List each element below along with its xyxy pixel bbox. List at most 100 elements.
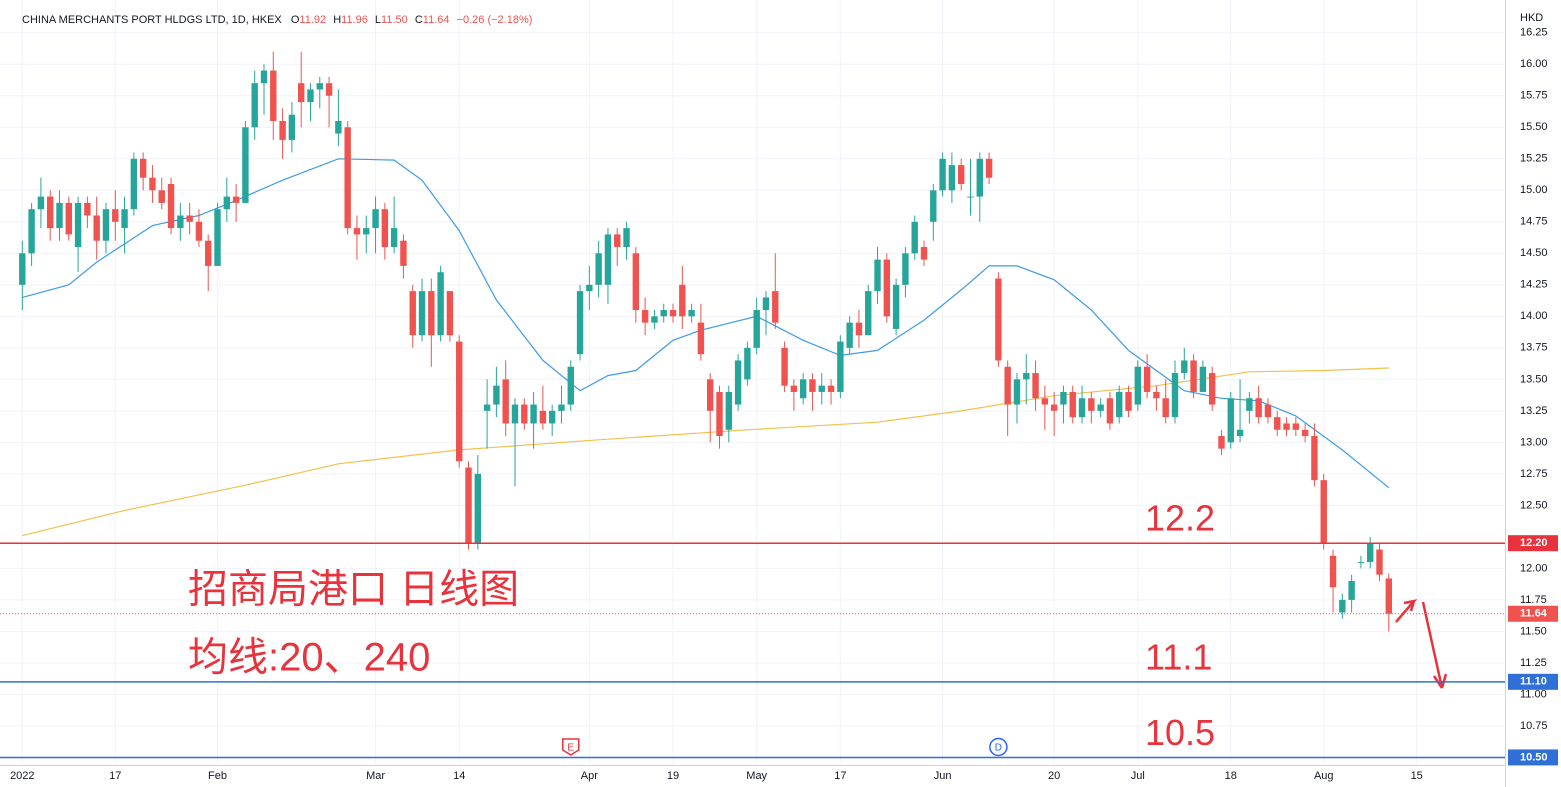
candle-body [130, 158, 138, 210]
candle-body [418, 291, 426, 336]
candle-body [325, 83, 333, 96]
price-label: 10.50 [1520, 751, 1548, 763]
candle-body [344, 127, 351, 229]
x-tick-label: 19 [667, 770, 679, 782]
x-tick-label: 2022 [10, 770, 34, 782]
candle-body [307, 89, 314, 103]
candle-body [1357, 562, 1365, 564]
candle-body [920, 247, 928, 260]
candle-body [112, 209, 119, 222]
candle-body [372, 209, 379, 229]
candle-body [586, 284, 593, 292]
ohlc-letter: H [333, 14, 341, 26]
candle-body [1329, 555, 1337, 588]
candle-body [474, 473, 482, 544]
candle-body [223, 196, 231, 210]
candle-body [483, 404, 491, 411]
candle-body [930, 190, 937, 222]
level-annotation: 12.2 [1145, 498, 1215, 539]
price-label: 12.20 [1520, 537, 1548, 549]
candle-body [195, 221, 203, 241]
y-tick-label: 12.00 [1520, 562, 1548, 574]
y-tick-label: 11.25 [1520, 657, 1547, 669]
price-label-box [1508, 749, 1558, 766]
candle-body [409, 291, 416, 336]
candle-body [707, 379, 714, 411]
level-annotation: 10.5 [1145, 712, 1215, 753]
candle-body [511, 404, 519, 424]
grid [0, 0, 1505, 765]
candle-body [242, 127, 249, 203]
candle-body [883, 259, 891, 317]
candle-body [957, 165, 965, 185]
event-marker [562, 738, 580, 756]
candle-body [679, 284, 686, 317]
candle-body [149, 177, 156, 191]
candle-body [734, 360, 742, 405]
candle-body [948, 165, 956, 191]
candle-body [1339, 599, 1346, 613]
candle-body [995, 278, 1002, 361]
candle-body [260, 70, 268, 84]
candle-body [502, 379, 509, 424]
candle-body [604, 234, 612, 285]
candle-body [874, 259, 881, 292]
candle-body [390, 228, 398, 248]
candle-body [614, 234, 621, 248]
candle-body [1171, 373, 1179, 418]
candle-body [335, 120, 342, 134]
candle-body [297, 83, 305, 103]
candle-body [772, 291, 779, 323]
candle-body [1097, 404, 1104, 411]
price-label: 11.10 [1520, 676, 1547, 688]
candle-body [456, 341, 463, 462]
candle-body [716, 391, 723, 437]
candle-body [1208, 373, 1216, 405]
x-tick-label: 18 [1225, 770, 1237, 782]
candle-body [1385, 578, 1393, 614]
candle-body [939, 158, 946, 191]
candle-body [56, 202, 63, 229]
plot [19, 51, 1393, 632]
y-tick-label: 15.25 [1520, 153, 1548, 165]
ohlc-value: 11.96 [341, 14, 368, 26]
candle-body [465, 467, 472, 544]
candle-body [74, 202, 82, 248]
candle-body [1190, 360, 1197, 392]
candle-body [1376, 549, 1383, 575]
annotation: 均线:20、240 [188, 636, 430, 680]
annotation: 招商局港口 日线图 [188, 568, 519, 612]
candle-body [400, 240, 407, 266]
y-tick-label: 14.25 [1520, 279, 1548, 291]
candle-body [93, 215, 100, 241]
candle-body [316, 83, 323, 90]
candle-body [837, 341, 844, 392]
candle-body [232, 196, 240, 203]
candle-body [1218, 436, 1225, 449]
candle-body [102, 209, 110, 241]
y-tick-label: 12.50 [1520, 499, 1548, 511]
candle-body [1116, 391, 1123, 418]
candle-body [1050, 404, 1058, 411]
candle-body [632, 253, 640, 311]
candle-body [846, 322, 853, 348]
ohlc-letter: O [291, 14, 300, 26]
candle-body [1301, 429, 1309, 437]
event-marker [989, 737, 1008, 757]
y-tick-label: 13.50 [1520, 373, 1548, 385]
y-tick-label: 13.75 [1520, 342, 1548, 354]
candle-body [976, 158, 983, 197]
candle-body [1181, 360, 1188, 374]
x-tick-label: Aug [1314, 770, 1334, 782]
candle-body [214, 209, 221, 266]
event-label: E [567, 743, 574, 754]
y-tick-label: 14.50 [1520, 247, 1548, 259]
x-tick-label: Jul [1131, 770, 1145, 782]
price-label-box [1508, 605, 1558, 622]
candle-body [1162, 398, 1169, 418]
x-tick-label: Apr [581, 770, 598, 782]
candle-body [1134, 366, 1142, 405]
candle-body [139, 158, 147, 178]
